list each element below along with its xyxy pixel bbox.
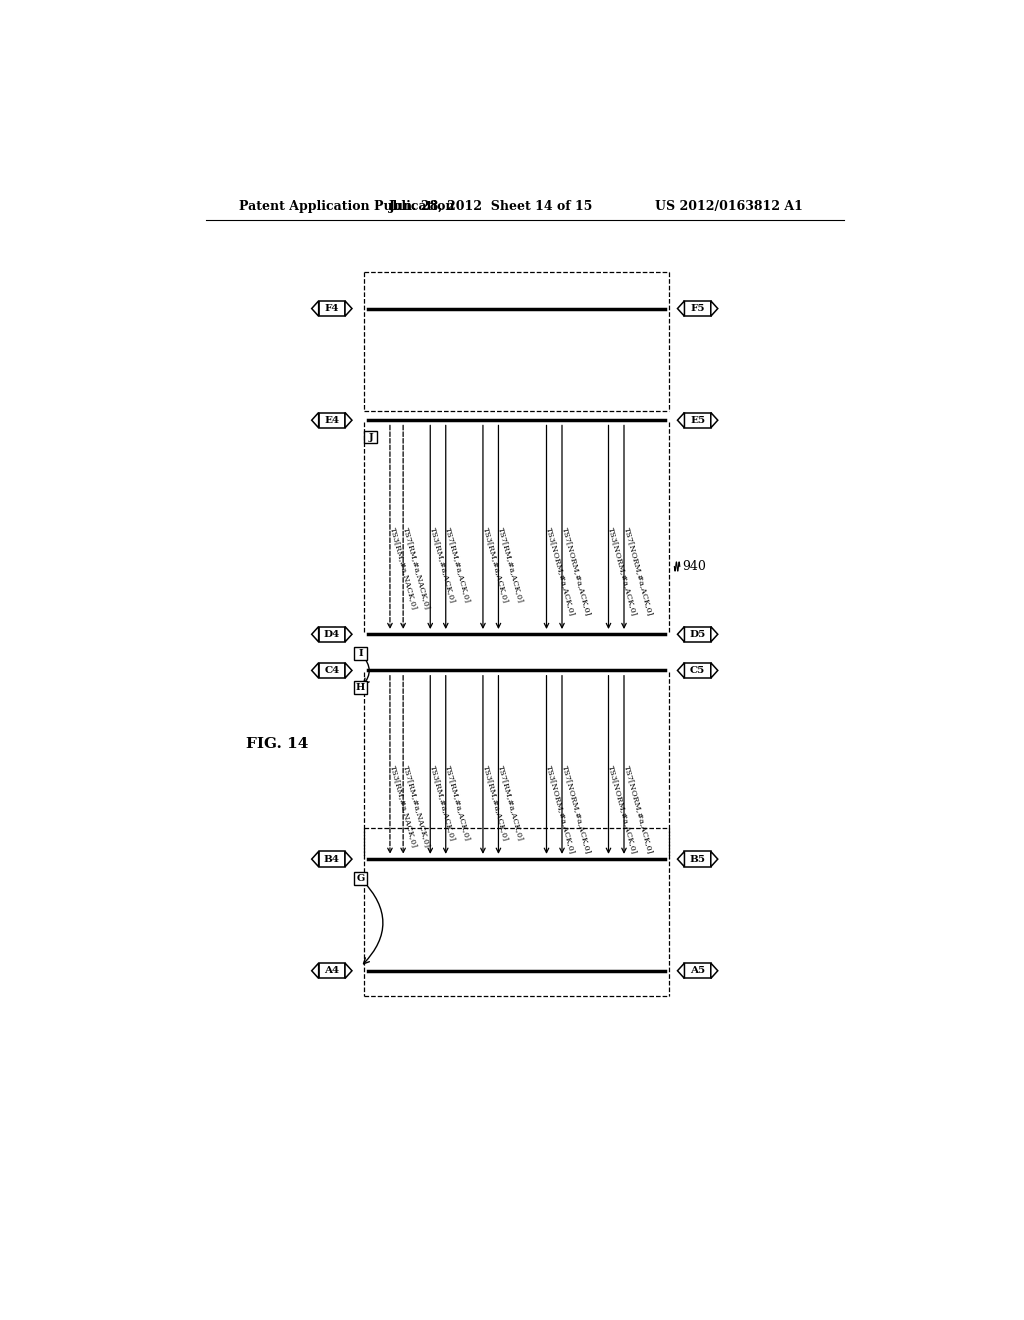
Text: TS7[NORM,#a,ACK,0]: TS7[NORM,#a,ACK,0] — [560, 527, 592, 616]
Bar — [318, 301, 345, 317]
Bar — [354, 647, 367, 660]
Polygon shape — [678, 663, 684, 678]
Text: TS7[RM,#a,NACK,0]: TS7[RM,#a,NACK,0] — [401, 764, 431, 847]
Text: TS7[RM,#a,ACK,0]: TS7[RM,#a,ACK,0] — [444, 764, 472, 841]
Text: Patent Application Publication: Patent Application Publication — [239, 199, 455, 213]
Bar — [354, 681, 367, 693]
Polygon shape — [345, 663, 352, 678]
Polygon shape — [311, 851, 318, 867]
Text: FIG. 14: FIG. 14 — [246, 737, 308, 751]
Bar — [318, 663, 345, 678]
Text: A4: A4 — [325, 966, 339, 975]
Text: TS7[NORM,#a,ACK,0]: TS7[NORM,#a,ACK,0] — [623, 764, 654, 854]
Polygon shape — [345, 851, 352, 867]
Bar — [684, 627, 711, 642]
Text: TS7[RM,#a,ACK,0]: TS7[RM,#a,ACK,0] — [444, 527, 472, 603]
Text: D4: D4 — [324, 630, 340, 639]
Polygon shape — [711, 663, 718, 678]
Text: US 2012/0163812 A1: US 2012/0163812 A1 — [655, 199, 803, 213]
Text: B5: B5 — [689, 854, 706, 863]
Polygon shape — [711, 301, 718, 317]
Text: TS3[RM,#a,ACK,0]: TS3[RM,#a,ACK,0] — [481, 527, 509, 603]
Bar — [318, 851, 345, 867]
Text: C5: C5 — [690, 667, 706, 675]
Bar — [354, 873, 367, 884]
Text: TS7[NORM,#a,ACK,0]: TS7[NORM,#a,ACK,0] — [560, 764, 592, 854]
Text: E5: E5 — [690, 416, 706, 425]
Polygon shape — [711, 627, 718, 642]
Text: TS7[RM,#a,ACK,0]: TS7[RM,#a,ACK,0] — [497, 527, 525, 603]
Polygon shape — [345, 301, 352, 317]
Text: TS7[RM,#a,NACK,0]: TS7[RM,#a,NACK,0] — [401, 527, 431, 610]
Text: A5: A5 — [690, 966, 706, 975]
Bar — [318, 964, 345, 978]
Bar — [684, 301, 711, 317]
Bar — [318, 412, 345, 428]
Polygon shape — [678, 851, 684, 867]
Polygon shape — [345, 627, 352, 642]
Polygon shape — [678, 964, 684, 978]
Text: TS7[NORM,#a,ACK,0]: TS7[NORM,#a,ACK,0] — [623, 527, 654, 616]
Bar — [684, 964, 711, 978]
Polygon shape — [711, 851, 718, 867]
Text: TS7[RM,#a,ACK,0]: TS7[RM,#a,ACK,0] — [497, 764, 525, 841]
Polygon shape — [311, 627, 318, 642]
Text: C4: C4 — [325, 667, 339, 675]
Polygon shape — [311, 301, 318, 317]
Polygon shape — [678, 412, 684, 428]
Text: F5: F5 — [690, 304, 705, 313]
Text: TS3[NORM,#a,ACK,0]: TS3[NORM,#a,ACK,0] — [545, 764, 577, 854]
Polygon shape — [311, 964, 318, 978]
Text: I: I — [358, 649, 362, 657]
Polygon shape — [711, 964, 718, 978]
Text: TS3[NORM,#a,ACK,0]: TS3[NORM,#a,ACK,0] — [545, 527, 577, 616]
Polygon shape — [345, 964, 352, 978]
Text: TS3[RM,#a,ACK,0]: TS3[RM,#a,ACK,0] — [481, 764, 509, 841]
Text: TS3[RM,#a,NACK,0]: TS3[RM,#a,NACK,0] — [388, 764, 418, 849]
Text: G: G — [356, 874, 365, 883]
Polygon shape — [345, 412, 352, 428]
Bar — [684, 663, 711, 678]
Text: 940: 940 — [682, 560, 706, 573]
Polygon shape — [678, 627, 684, 642]
Bar — [365, 430, 377, 444]
Bar — [684, 412, 711, 428]
Text: E4: E4 — [325, 416, 339, 425]
Polygon shape — [311, 412, 318, 428]
Text: D5: D5 — [689, 630, 706, 639]
Text: TS3[NORM,#a,ACK,0]: TS3[NORM,#a,ACK,0] — [607, 764, 639, 854]
Text: H: H — [356, 682, 366, 692]
Text: TS3[RM,#a,ACK,0]: TS3[RM,#a,ACK,0] — [429, 764, 457, 841]
Text: F4: F4 — [325, 304, 339, 313]
Bar — [684, 851, 711, 867]
Polygon shape — [311, 663, 318, 678]
Text: TS3[RM,#a,NACK,0]: TS3[RM,#a,NACK,0] — [388, 527, 418, 611]
Text: TS3[NORM,#a,ACK,0]: TS3[NORM,#a,ACK,0] — [607, 527, 639, 616]
Bar — [318, 627, 345, 642]
Text: B4: B4 — [324, 854, 340, 863]
Polygon shape — [711, 412, 718, 428]
Text: TS3[RM,#a,ACK,0]: TS3[RM,#a,ACK,0] — [429, 527, 457, 603]
Text: J: J — [369, 433, 373, 442]
Polygon shape — [678, 301, 684, 317]
Text: Jun. 28, 2012  Sheet 14 of 15: Jun. 28, 2012 Sheet 14 of 15 — [388, 199, 593, 213]
